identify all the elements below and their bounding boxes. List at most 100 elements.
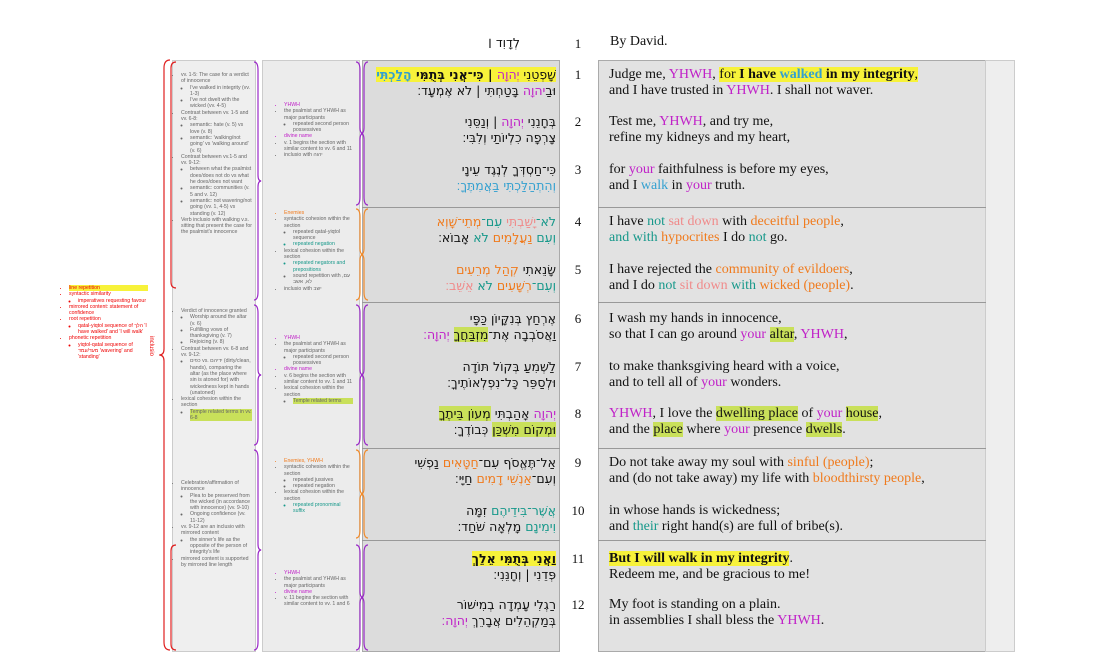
note-list: Enemies, YHWHsyntactic cohesion within t… xyxy=(277,458,353,515)
phrase: My foot is standing on a plain. xyxy=(609,597,781,612)
note-item: the psalmist and YHWH as major participa… xyxy=(284,576,353,589)
phrase: , xyxy=(878,406,882,421)
phrase: , xyxy=(840,214,844,229)
note-item: qatal-yiqtol sequence of הלך 'I have wal… xyxy=(78,323,148,336)
outline-column xyxy=(172,60,256,652)
note-item: imperatives requesting favour xyxy=(78,298,148,304)
brace xyxy=(360,61,369,206)
phrase: אַל־תֶּאֱסֹף עִם־ xyxy=(478,455,556,470)
phrase: community of evildoers xyxy=(715,262,850,277)
note-list: YHWHthe psalmist and YHWH as major parti… xyxy=(277,570,353,608)
hebrew-line: בְּמַקְהֵלִים אֲבָרֵךְ יְהוָה׃ xyxy=(370,613,556,629)
note-item: syntactic cohesion within the section xyxy=(284,216,353,229)
note-item: Enemies, YHWH xyxy=(284,458,353,464)
hebrew-line: לַשְׁמִעַ בְּקוֹל תּוֹדָה xyxy=(370,359,556,375)
note-item: sound repetition with עם, לא, אשב xyxy=(293,273,353,286)
english-line: My foot is standing on a plain. xyxy=(609,597,781,613)
phrase: עִם־ xyxy=(481,214,507,229)
phrase: נַפְשִׁי xyxy=(414,455,443,470)
phrase: אֵשֵׁב׃ xyxy=(445,278,474,293)
phrase: to make thanksgiving heard with a voice, xyxy=(609,359,840,374)
phrase: not xyxy=(658,278,677,293)
phrase: YHWH xyxy=(726,83,770,98)
english-line: in assemblies I shall bless the YHWH. xyxy=(609,613,824,629)
notes: Celebration/affirmation of innocencePlea… xyxy=(174,480,252,568)
phrase: walked xyxy=(779,67,823,82)
phrase: deceitful people xyxy=(750,214,841,229)
phrase: I have xyxy=(739,67,780,82)
note-item: Temple related terms in vv. 6-8 xyxy=(190,408,252,422)
hebrew-line: שָׂנֵאתִי קְהַל מְרֵעִים xyxy=(370,262,556,278)
verse-number: 7 xyxy=(574,359,582,374)
phrase: רַגְלִי עָמְדָה בְמִישׁוֹר xyxy=(456,597,556,612)
phrase: וַאֲנִי בְּתֻמִּי אֵלֵךְ xyxy=(471,551,556,566)
verse-number: 11 xyxy=(571,551,585,566)
notes: Enemies, YHWHsyntactic cohesion within t… xyxy=(277,458,353,515)
hebrew-line: צָרְפָה כִלְיוֹתַי וְלִבִּי׃ xyxy=(370,130,556,146)
phrase: house xyxy=(845,406,879,421)
phrase: refine my kidneys and my heart, xyxy=(609,130,791,145)
note-item: YHWH xyxy=(284,570,353,576)
hebrew-line: וּלְסַפֵּר כָּל־נִפְלְאוֹתֶיךָ׃ xyxy=(370,375,556,391)
note-item: v. 11 begins the section with similar co… xyxy=(284,595,353,608)
phrase: Redeem me, and be gracious to me! xyxy=(609,567,810,582)
note-item: v. 1 begins the section with similar con… xyxy=(284,140,353,153)
note-item: yiqtol-qatal sequence of מעד/עמד 'waveri… xyxy=(78,342,148,361)
verse-number: 5 xyxy=(574,262,582,277)
phrase: Judge me, xyxy=(609,67,669,82)
phrase: sit down xyxy=(679,278,728,293)
phrase: Do not take away my soul with xyxy=(609,455,788,470)
inclusio-label: inclusio xyxy=(148,336,154,357)
phrase: your xyxy=(686,178,712,193)
phrase: for xyxy=(719,67,740,82)
hebrew-line: וּמְקוֹם מִשְׁכַּן כְּבוֹדֶךָ׃ xyxy=(370,422,556,438)
note-item: root repetition xyxy=(69,316,148,322)
hebrew-line: וְהִתְהַלַּכְתִּי בַּאֲמִתֶּךָ׃ xyxy=(370,178,556,194)
phrase: , xyxy=(914,67,919,82)
verse-number: 10 xyxy=(571,503,585,518)
note-item: lexical cohesion within the section xyxy=(284,248,353,261)
phrase: חַטָּאִים xyxy=(442,455,479,470)
note-item: divine name xyxy=(284,589,353,595)
section-divider xyxy=(598,302,986,303)
note-item: the psalmist and YHWH as major participa… xyxy=(284,108,353,121)
phrase: אָהַבְתִּי xyxy=(490,406,534,421)
note-list: Verdict of innocence grantedWorship arou… xyxy=(174,308,252,422)
phrase: יְהוָה׃ xyxy=(441,613,468,628)
phrase: וְעִם־ xyxy=(531,471,556,486)
note-item: v. 6 begins the section with similar con… xyxy=(284,373,353,386)
note-list: Celebration/affirmation of innocencePlea… xyxy=(174,480,252,568)
phrase: ; xyxy=(869,455,874,470)
note-item: repeated pronominal suffix xyxy=(293,502,353,515)
phrase: I do xyxy=(719,230,749,245)
notes: vv. 1-5: The case for a verdict of innoc… xyxy=(174,72,252,236)
phrase: for xyxy=(609,162,629,177)
verse-number: 1 xyxy=(574,67,582,82)
english-line: to make thanksgiving heard with a voice, xyxy=(609,359,840,375)
phrase: מְתֵי־שָׁוְא xyxy=(436,214,482,229)
section-divider xyxy=(362,448,560,449)
phrase: in whose hands is wickedness; xyxy=(609,503,781,518)
note-item: YHWH xyxy=(284,335,353,341)
note-item: repeated negators and prepositions xyxy=(293,260,353,273)
english-line: so that I can go around your altar, YHWH… xyxy=(609,327,847,343)
brace xyxy=(355,61,364,206)
english-line: and with hypocrites I do not go. xyxy=(609,230,788,246)
english-line: I wash my hands in innocence, xyxy=(609,311,782,327)
phrase: altar xyxy=(769,327,794,342)
phrase: presence xyxy=(749,422,806,437)
english-line: and (do not take away) my life with bloo… xyxy=(609,471,925,487)
note-item: repeated second person possessives xyxy=(293,121,353,134)
phrase: Test me, xyxy=(609,114,660,129)
note-item: Ongoing confidence (vv. 11-12) xyxy=(190,511,252,524)
verse-number: 8 xyxy=(574,406,582,421)
phrase: . xyxy=(820,613,825,628)
phrase: רְשָׁעִים xyxy=(496,278,532,293)
phrase: so that I can go around xyxy=(609,327,741,342)
phrase: . xyxy=(842,422,846,437)
note-item: כפים vs. ידיהם (dirty/clean, hands), com… xyxy=(190,358,252,396)
verse-number: 3 xyxy=(574,162,582,177)
phrase: | כִּי־אֲנִי בְּתֻמִּי xyxy=(411,67,497,82)
